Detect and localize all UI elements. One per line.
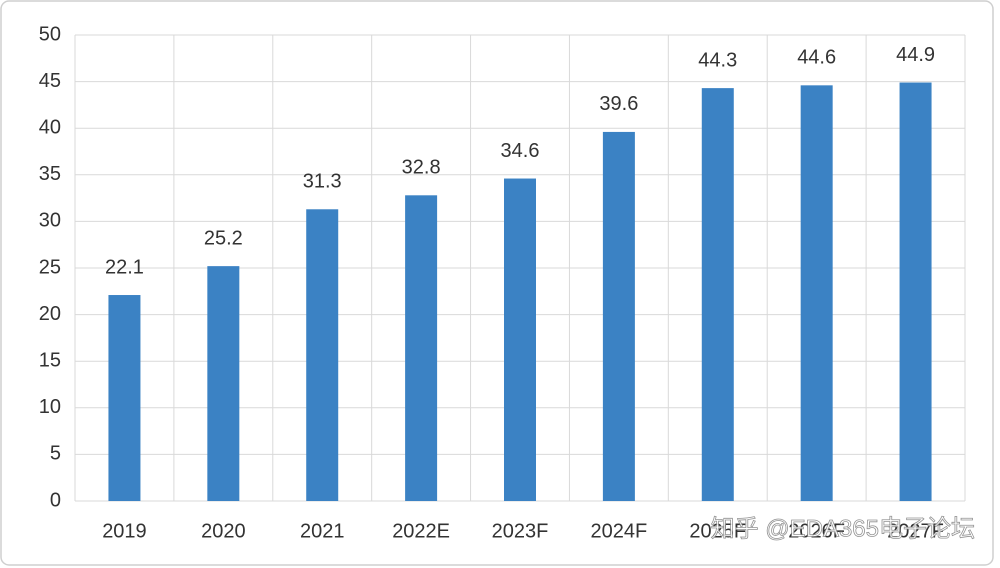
value-label: 32.8 <box>402 157 441 179</box>
bar <box>306 209 339 501</box>
watermark: 知乎 @EDA365电子论坛 <box>711 515 975 542</box>
bar <box>800 85 833 501</box>
value-label: 34.6 <box>501 140 540 162</box>
y-tick-label: 15 <box>39 349 61 371</box>
y-tick-label: 30 <box>39 210 61 232</box>
bar <box>504 178 536 501</box>
value-label: 25.2 <box>204 227 243 249</box>
x-tick-label: 2027F <box>887 520 944 542</box>
x-tick-label: 2026F <box>788 520 845 542</box>
bar <box>108 295 141 501</box>
x-tick-label: 2019 <box>102 520 147 542</box>
value-label: 44.9 <box>896 44 935 66</box>
bar <box>899 82 932 502</box>
x-tick-label: 2022E <box>392 520 450 542</box>
bar <box>207 266 240 501</box>
x-tick-label: 2023F <box>492 520 549 542</box>
value-label: 44.3 <box>698 49 737 71</box>
y-tick-label: 5 <box>50 443 61 465</box>
x-tick-label: 2020 <box>201 520 246 542</box>
y-tick-label: 0 <box>50 489 61 511</box>
value-label: 22.1 <box>105 256 144 278</box>
x-tick-label: 2021 <box>300 520 345 542</box>
value-label: 31.3 <box>303 171 342 193</box>
y-tick-label: 40 <box>39 116 61 138</box>
x-tick-label: 2024F <box>591 520 648 542</box>
bar <box>405 195 438 501</box>
bar <box>701 88 734 502</box>
y-tick-label: 25 <box>39 256 61 278</box>
y-tick-label: 35 <box>39 163 61 185</box>
bar <box>602 131 635 502</box>
value-label: 39.6 <box>599 93 638 115</box>
y-tick-label: 20 <box>39 303 61 325</box>
y-tick-label: 45 <box>39 70 61 92</box>
x-tick-label: 2025F <box>689 520 746 542</box>
y-tick-label: 10 <box>39 396 61 418</box>
value-label: 44.6 <box>797 47 836 69</box>
y-tick-label: 50 <box>39 23 61 45</box>
